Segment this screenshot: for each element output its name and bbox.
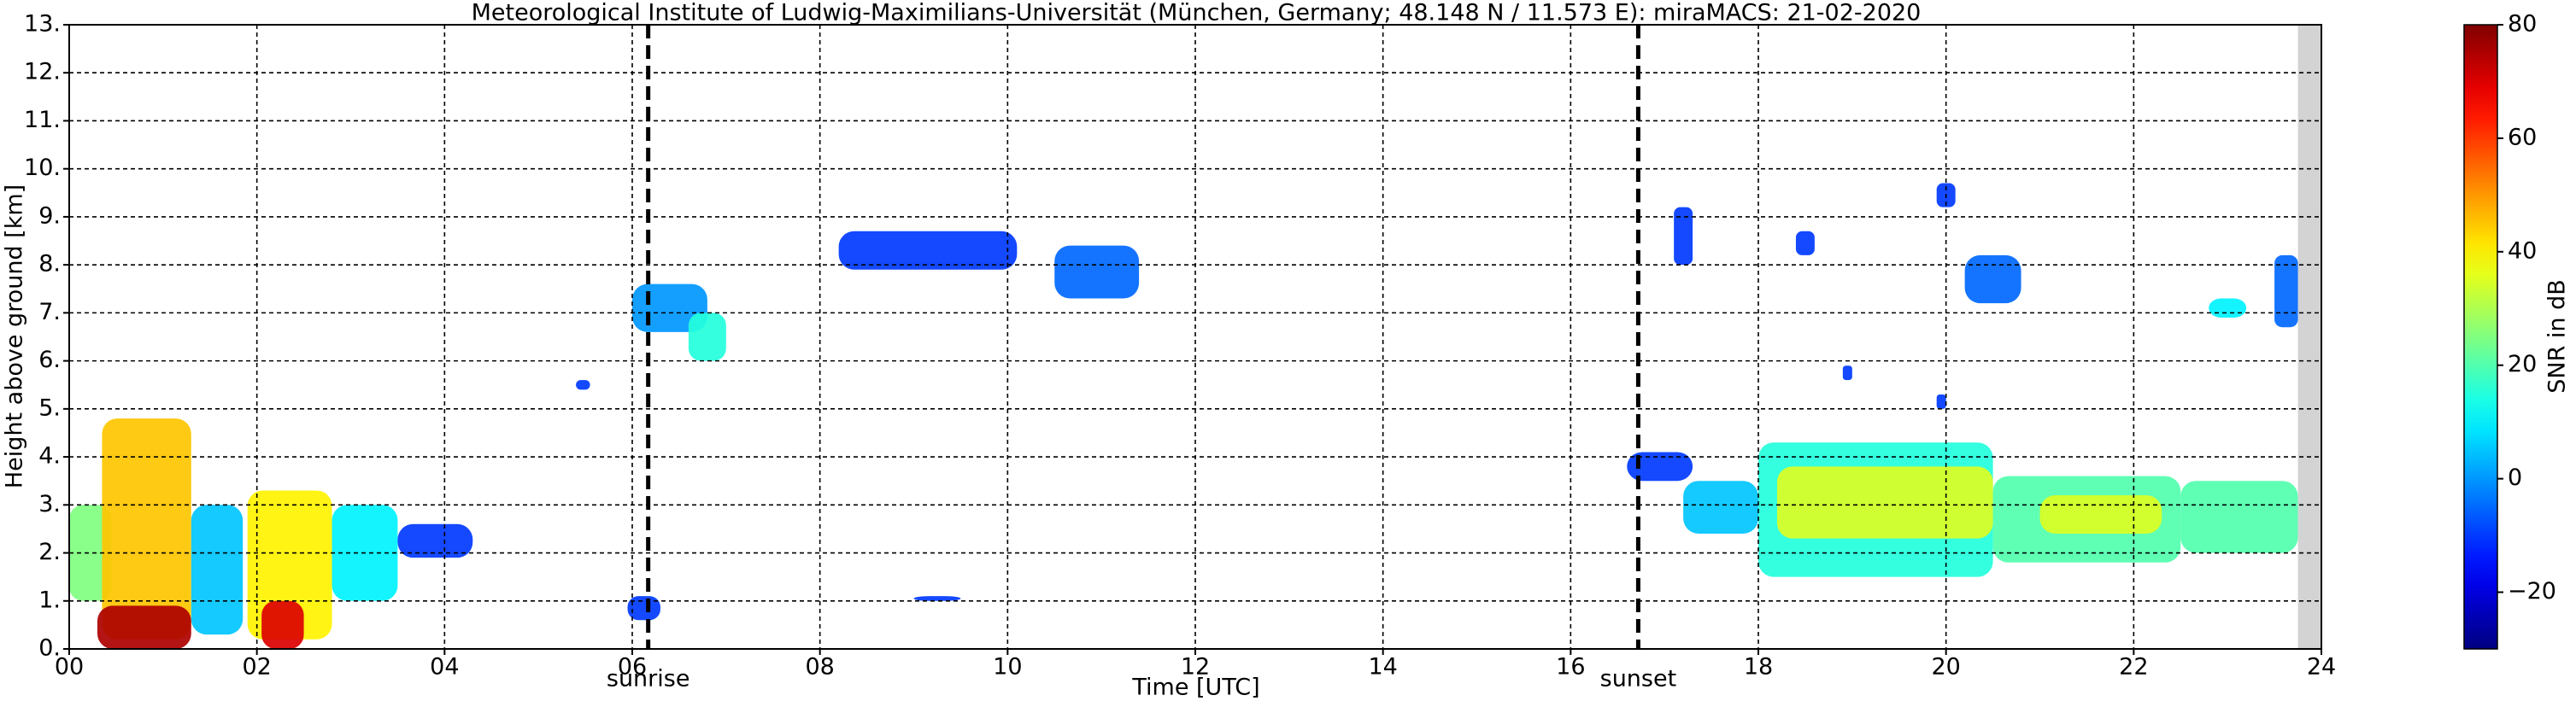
y-tick-label: 8.	[38, 251, 61, 278]
y-tick-label: 2.	[38, 539, 61, 565]
echo-patch	[1842, 365, 1852, 381]
echo-patch	[397, 523, 473, 558]
x-tick-label: 14	[1368, 654, 1397, 681]
echo-patch	[838, 231, 1018, 270]
x-tick-label: 18	[1744, 654, 1773, 681]
x-tick-label: 12	[1181, 654, 1210, 681]
echo-patch	[2039, 495, 2162, 535]
x-tick-label: 20	[1931, 654, 1960, 681]
echo-patch	[247, 490, 332, 640]
annotation-label: sunset	[1600, 666, 1677, 692]
echo-patch	[688, 313, 726, 361]
x-tick-label: 08	[805, 654, 834, 681]
colorbar-label: SNR in dB	[2544, 279, 2571, 394]
echo-patch	[2180, 481, 2298, 553]
echo-patch	[2274, 254, 2298, 328]
echo-patch	[1674, 207, 1693, 266]
echo-patch	[576, 380, 590, 390]
y-tick-label: 1.	[38, 587, 61, 613]
echo-patch	[1795, 231, 1815, 255]
y-tick-label: 0.	[38, 635, 61, 662]
y-tick-label: 5.	[38, 394, 61, 421]
echo-patch	[97, 605, 191, 649]
x-tick-label: 16	[1556, 654, 1585, 681]
colorbar-tick-label: −20	[2508, 578, 2556, 605]
colorbar	[2463, 24, 2498, 650]
x-tick-label: 06	[618, 654, 647, 681]
echo-patch	[1964, 254, 2021, 304]
y-tick-label: 11.	[24, 107, 61, 133]
x-tick-label: 00	[55, 654, 84, 681]
echo-patch	[1936, 394, 1946, 409]
colorbar-tick-label: 60	[2508, 124, 2537, 150]
echo-patch	[191, 505, 244, 635]
echo-patch	[1683, 481, 1758, 535]
x-tick-label: 24	[2307, 654, 2336, 681]
colorbar-tick-label: 40	[2508, 237, 2537, 264]
colorbar-tick-label: 20	[2508, 351, 2537, 377]
echo-patch	[69, 505, 112, 601]
plot-frame	[68, 24, 2322, 650]
echo-patch	[1054, 245, 1140, 299]
missing-data	[2297, 25, 2321, 649]
x-tick-label: 22	[2119, 654, 2148, 681]
y-tick-label: 10.	[24, 155, 61, 181]
y-tick-label: 3.	[38, 491, 61, 517]
annotation-label: sunrise	[607, 666, 690, 692]
colorbar-tick-label: 0	[2508, 465, 2522, 491]
echo-patch	[1776, 466, 1993, 539]
x-tick-label: 02	[242, 654, 271, 681]
echo-patch	[261, 600, 304, 649]
y-tick-label: 13.	[24, 11, 61, 38]
y-axis-label: Height above ground [km]	[2, 184, 28, 488]
y-tick-label: 4.	[38, 443, 61, 470]
echo-patch	[913, 596, 961, 601]
x-axis-label: Time [UTC]	[1131, 675, 1259, 701]
y-tick-label: 6.	[38, 347, 61, 373]
y-tick-label: 12.	[24, 59, 61, 85]
echo-patch	[1627, 452, 1693, 482]
y-tick-label: 7.	[38, 299, 61, 325]
echo-patch	[102, 418, 191, 640]
echo-patch	[627, 596, 660, 621]
colorbar-tick-label: 80	[2508, 11, 2537, 38]
echo-patch	[2209, 298, 2247, 318]
echo-patch	[632, 283, 707, 332]
x-tick-label: 04	[430, 654, 459, 681]
chart-title: Meteorological Institute of Ludwig-Maxim…	[472, 0, 1922, 26]
x-tick-label: 10	[993, 654, 1022, 681]
y-tick-label: 9.	[38, 202, 61, 229]
